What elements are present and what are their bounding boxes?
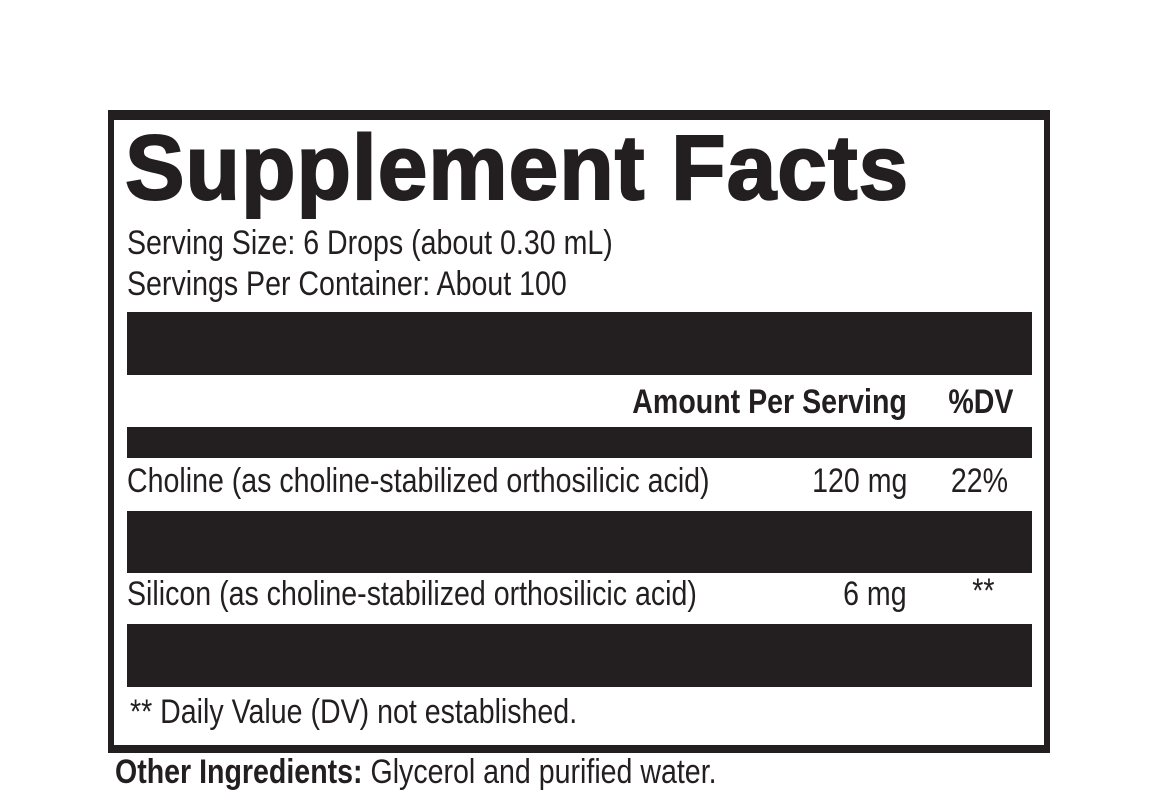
divider-bar — [127, 511, 1032, 573]
nutrient-dv: 22% — [950, 462, 1008, 500]
footnote: ** Daily Value (DV) not established. — [130, 693, 578, 731]
nutrient-amount: 6 mg — [843, 575, 907, 613]
servings-per-container: Servings Per Container: About 100 — [127, 265, 567, 303]
header-amount-per-serving: Amount Per Serving — [632, 383, 907, 421]
divider-bar — [127, 624, 1032, 687]
header-dv: %DV — [947, 383, 1013, 421]
divider-bar — [127, 427, 1032, 458]
nutrient-name: Silicon (as choline-stabilized orthosili… — [127, 575, 697, 613]
divider-bar — [127, 312, 1032, 375]
other-ingredients-label: Other Ingredients: — [115, 753, 363, 791]
other-ingredients-value: Glycerol and purified water. — [370, 753, 717, 791]
other-ingredients: Other Ingredients: Glycerol and purified… — [115, 755, 717, 789]
serving-size: Serving Size: 6 Drops (about 0.30 mL) — [127, 224, 613, 262]
panel-title: Supplement Facts — [124, 117, 910, 219]
supplement-facts-panel — [108, 110, 1050, 753]
nutrient-dv: ** — [971, 572, 994, 610]
nutrient-amount: 120 mg — [811, 462, 907, 500]
nutrient-name: Choline (as choline-stabilized orthosili… — [127, 462, 710, 500]
